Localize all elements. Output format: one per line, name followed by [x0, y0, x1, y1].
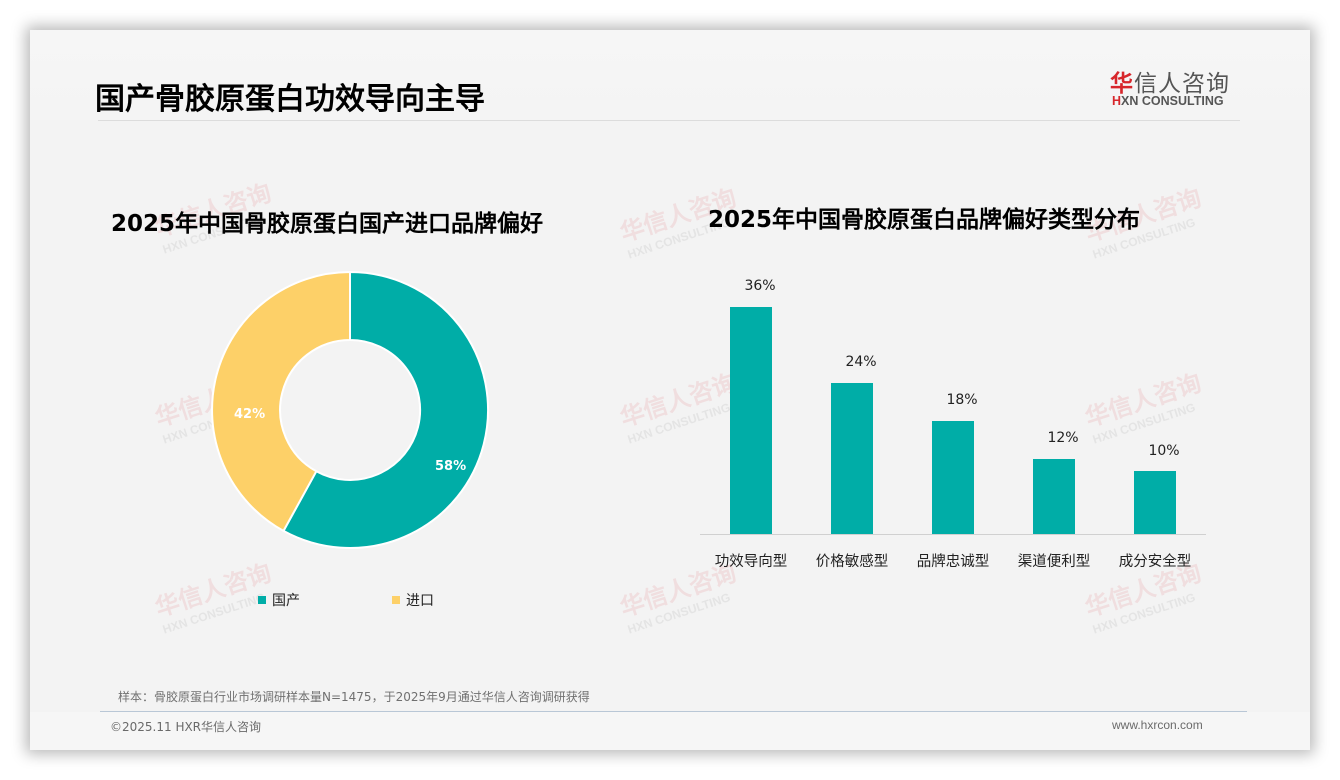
x-axis-line — [700, 534, 1206, 535]
bar-channel[interactable] — [1033, 459, 1075, 534]
bar-value: 24% — [845, 354, 877, 370]
donut-chart-title: 2025年中国骨胶原蛋白国产进口品牌偏好 — [111, 211, 544, 237]
legend-swatch-yellow — [392, 596, 400, 604]
bar-loyalty[interactable] — [932, 421, 974, 534]
bar-value: 18% — [946, 392, 978, 408]
bar-chart: 36% 功效导向型 24% 价格敏感型 18% 品牌忠诚型 12% 渠道便利型 … — [700, 278, 1206, 580]
footer-band — [30, 712, 1310, 750]
bar-category: 渠道便利型 — [1017, 554, 1091, 570]
donut-label-domestic: 58% — [435, 459, 467, 474]
legend-item-import: 进口 — [392, 590, 434, 610]
brand-logo: 华信人咨询 HXN CONSULTING — [1110, 64, 1242, 114]
bar-efficacy[interactable] — [730, 307, 772, 534]
copyright: ©2025.11 HXR华信人咨询 — [110, 720, 262, 734]
bar-value: 12% — [1047, 430, 1079, 446]
bar-category: 成分安全型 — [1118, 554, 1192, 570]
header-divider — [98, 120, 1240, 121]
bar-chart-title: 2025年中国骨胶原蛋白品牌偏好类型分布 — [708, 207, 1141, 233]
donut-slice-domestic[interactable] — [282, 270, 489, 549]
bar-category: 价格敏感型 — [815, 554, 889, 570]
bar-value: 10% — [1148, 443, 1180, 459]
donut-svg — [211, 270, 489, 549]
bar-category: 功效导向型 — [714, 554, 788, 570]
legend-label: 进口 — [406, 593, 434, 609]
sample-note: 样本：骨胶原蛋白行业市场调研样本量N=1475，于2025年9月通过华信人咨询调… — [118, 690, 590, 704]
footer-divider — [100, 711, 1247, 712]
legend-swatch-teal — [258, 596, 266, 604]
bar-value: 36% — [744, 278, 776, 294]
donut-label-import: 42% — [234, 407, 266, 422]
website-link[interactable]: www.hxrcon.com — [1112, 718, 1203, 732]
donut-slice-import[interactable] — [211, 270, 351, 533]
bar-price[interactable] — [831, 383, 873, 534]
logo-cn: 华信人咨询 — [1110, 71, 1230, 97]
donut-chart: 58% 42% — [210, 270, 490, 550]
legend-label: 国产 — [272, 593, 300, 609]
logo-en: HXN CONSULTING — [1112, 94, 1224, 108]
header-band — [30, 30, 1310, 120]
bar-ingredient[interactable] — [1134, 471, 1176, 534]
legend-item-domestic: 国产 — [258, 590, 300, 610]
page-title: 国产骨胶原蛋白功效导向主导 — [95, 82, 485, 117]
bar-category: 品牌忠诚型 — [916, 554, 990, 570]
